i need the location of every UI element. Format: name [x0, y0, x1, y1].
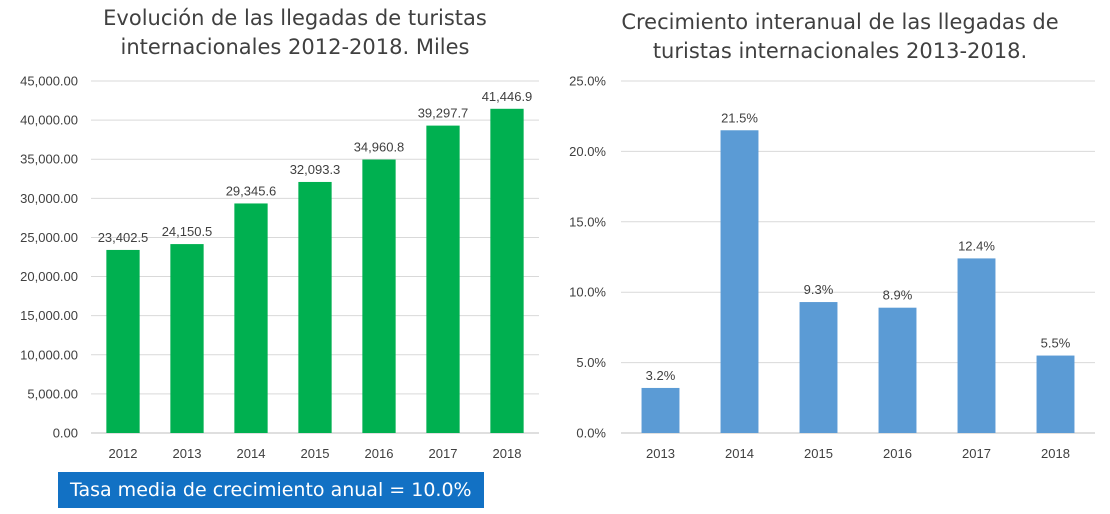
arrivals-y-tick-label: 10,000.00	[20, 347, 78, 362]
arrivals-bar-2015	[298, 181, 332, 433]
arrivals-bar-2017	[426, 125, 460, 433]
growth-data-label: 5.5%	[1041, 336, 1071, 351]
left-chart-title: Evolución de las llegadas de turistas in…	[60, 4, 530, 62]
arrivals-x-tick-label: 2017	[429, 446, 458, 461]
arrivals-bar-2018	[490, 108, 524, 433]
arrivals-y-tick-label: 5,000.00	[27, 386, 78, 401]
growth-bar-2013	[641, 387, 680, 433]
growth-data-label: 12.4%	[958, 238, 995, 253]
arrivals-y-tick-label: 15,000.00	[20, 308, 78, 323]
arrivals-bar-2016	[362, 159, 396, 433]
growth-y-tick-label: 5.0%	[576, 355, 606, 370]
growth-y-tick-label: 25.0%	[569, 74, 606, 89]
growth-x-tick-label: 2014	[725, 446, 754, 461]
arrivals-x-tick-label: 2012	[109, 446, 138, 461]
growth-x-tick-label: 2013	[646, 446, 675, 461]
growth-bar-2018	[1036, 355, 1075, 433]
growth-bar-2017	[957, 258, 996, 433]
arrivals-data-label: 29,345.6	[226, 183, 277, 198]
growth-bar-2016	[878, 307, 917, 433]
arrivals-y-tick-label: 30,000.00	[20, 191, 78, 206]
growth-y-tick-label: 0.0%	[576, 426, 606, 441]
arrivals-x-tick-label: 2018	[493, 446, 522, 461]
arrivals-bar-2013	[170, 244, 204, 433]
growth-x-tick-label: 2016	[883, 446, 912, 461]
arrivals-bar-2014	[234, 203, 268, 433]
arrivals-x-tick-label: 2016	[365, 446, 394, 461]
arrivals-x-tick-label: 2015	[301, 446, 330, 461]
right-chart-title-line-1: Crecimiento interanual de las llegadas d…	[621, 10, 1059, 34]
right-chart-title: Crecimiento interanual de las llegadas d…	[590, 8, 1090, 66]
left-chart-title-line-2: internacionales 2012-2018. Miles	[120, 35, 470, 59]
arrivals-data-label: 41,446.9	[482, 89, 533, 104]
growth-data-label: 9.3%	[804, 282, 834, 297]
arrivals-y-tick-label: 20,000.00	[20, 269, 78, 284]
arrivals-y-tick-label: 40,000.00	[20, 113, 78, 128]
growth-bar-2015	[799, 302, 838, 433]
average-growth-note: Tasa media de crecimiento anual = 10.0%	[58, 472, 484, 508]
growth-x-tick-label: 2017	[962, 446, 991, 461]
growth-y-tick-label: 20.0%	[569, 144, 606, 159]
growth-data-label: 3.2%	[646, 368, 676, 383]
growth-bar-2014	[720, 130, 759, 433]
arrivals-data-label: 39,297.7	[418, 106, 469, 121]
growth-data-label: 21.5%	[721, 110, 758, 125]
arrivals-data-label: 32,093.3	[290, 162, 341, 177]
right-chart-title-line-2: turistas internacionales 2013-2018.	[652, 39, 1028, 63]
growth-y-tick-label: 15.0%	[569, 214, 606, 229]
arrivals-bar-chart: 0.00 5,000.00 10,000.00 15,000.00 20,000.00 2…	[20, 74, 539, 461]
arrivals-data-label: 34,960.8	[354, 140, 405, 155]
growth-x-tick-label: 2018	[1041, 446, 1070, 461]
left-chart-title-line-1: Evolución de las llegadas de turistas	[103, 6, 487, 30]
growth-data-label: 8.9%	[883, 288, 913, 303]
arrivals-data-label: 24,150.5	[162, 224, 213, 239]
arrivals-y-tick-label: 0.00	[53, 426, 78, 441]
arrivals-y-tick-label: 45,000.00	[20, 74, 78, 89]
arrivals-data-label: 23,402.5	[98, 230, 149, 245]
arrivals-y-tick-label: 25,000.00	[20, 230, 78, 245]
growth-x-tick-label: 2015	[804, 446, 833, 461]
growth-bar-chart: 0.0% 5.0% 10.0% 15.0% 20.0% 25.0% 3.2% 2013 21.5…	[569, 74, 1095, 461]
arrivals-x-tick-label: 2013	[173, 446, 202, 461]
arrivals-y-tick-label: 35,000.00	[20, 152, 78, 167]
arrivals-x-tick-label: 2014	[237, 446, 266, 461]
arrivals-bar-2012	[106, 249, 140, 433]
growth-y-tick-label: 10.0%	[569, 285, 606, 300]
